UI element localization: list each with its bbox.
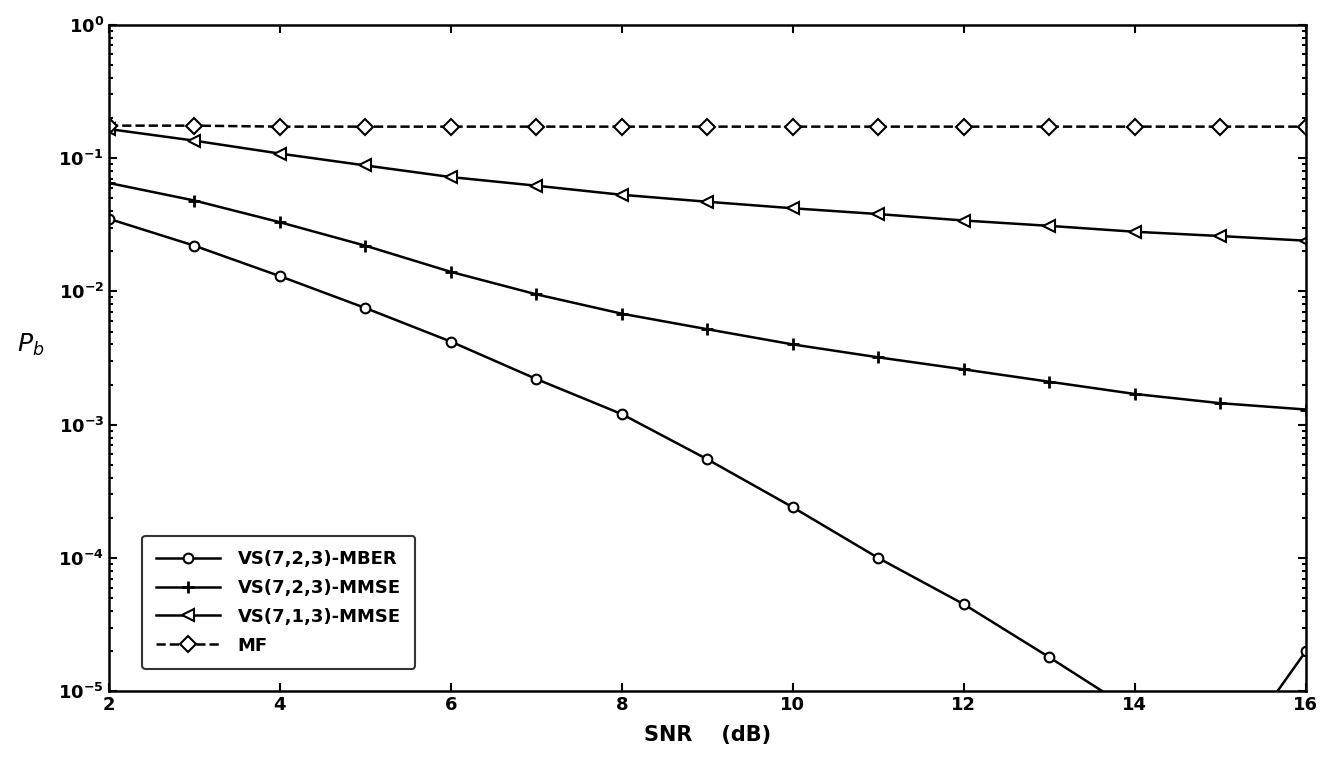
VS(7,2,3)-MMSE xyxy=(700,325,716,334)
VS(7,2,3)-MBER xyxy=(272,271,288,280)
MF xyxy=(785,122,801,131)
VS(7,2,3)-MMSE xyxy=(529,290,545,299)
VS(7,2,3)-MMSE xyxy=(785,340,801,349)
VS(7,2,3)-MBER xyxy=(700,455,716,464)
Line: VS(7,2,3)-MBER: VS(7,2,3)-MBER xyxy=(104,214,1311,762)
VS(7,1,3)-MMSE xyxy=(187,136,203,146)
X-axis label: SNR    (dB): SNR (dB) xyxy=(643,725,770,745)
VS(7,2,3)-MBER xyxy=(785,503,801,512)
VS(7,2,3)-MMSE xyxy=(1041,377,1057,386)
VS(7,2,3)-MBER xyxy=(358,303,374,312)
MF xyxy=(1298,122,1314,131)
MF xyxy=(272,122,288,131)
MF xyxy=(443,122,459,131)
VS(7,1,3)-MMSE xyxy=(956,216,972,225)
VS(7,1,3)-MMSE xyxy=(614,190,630,200)
VS(7,2,3)-MMSE xyxy=(272,218,288,227)
VS(7,2,3)-MMSE xyxy=(1298,405,1314,414)
MF xyxy=(187,121,203,130)
Line: MF: MF xyxy=(103,120,1311,132)
MF xyxy=(1127,122,1143,131)
VS(7,1,3)-MMSE xyxy=(1041,221,1057,230)
VS(7,2,3)-MMSE xyxy=(870,353,886,362)
Legend: VS(7,2,3)-MBER, VS(7,2,3)-MMSE, VS(7,1,3)-MMSE, MF: VS(7,2,3)-MBER, VS(7,2,3)-MMSE, VS(7,1,3… xyxy=(142,536,415,669)
VS(7,1,3)-MMSE xyxy=(1127,227,1143,236)
MF xyxy=(614,122,630,131)
MF xyxy=(101,121,117,130)
VS(7,2,3)-MBER xyxy=(1127,707,1143,716)
VS(7,2,3)-MMSE xyxy=(1127,389,1143,399)
VS(7,2,3)-MBER xyxy=(614,409,630,418)
VS(7,2,3)-MMSE xyxy=(101,178,117,187)
MF xyxy=(529,122,545,131)
VS(7,2,3)-MMSE xyxy=(1212,399,1228,408)
VS(7,1,3)-MMSE xyxy=(1212,232,1228,241)
VS(7,1,3)-MMSE xyxy=(700,197,716,207)
MF xyxy=(358,122,374,131)
VS(7,2,3)-MMSE xyxy=(443,267,459,277)
MF xyxy=(870,122,886,131)
VS(7,2,3)-MBER xyxy=(101,214,117,223)
VS(7,2,3)-MBER xyxy=(1041,653,1057,662)
VS(7,1,3)-MMSE xyxy=(358,161,374,170)
MF xyxy=(1212,122,1228,131)
MF xyxy=(700,122,716,131)
VS(7,2,3)-MMSE xyxy=(614,309,630,319)
VS(7,2,3)-MMSE xyxy=(187,196,203,205)
VS(7,2,3)-MMSE xyxy=(358,241,374,250)
Line: VS(7,1,3)-MMSE: VS(7,1,3)-MMSE xyxy=(103,123,1312,247)
VS(7,1,3)-MMSE xyxy=(443,172,459,181)
VS(7,2,3)-MBER xyxy=(529,374,545,383)
Y-axis label: $P_b$: $P_b$ xyxy=(16,331,44,358)
VS(7,2,3)-MBER xyxy=(870,553,886,562)
VS(7,1,3)-MMSE xyxy=(1298,236,1314,245)
VS(7,1,3)-MMSE xyxy=(785,203,801,213)
MF xyxy=(1041,122,1057,131)
Line: VS(7,2,3)-MMSE: VS(7,2,3)-MMSE xyxy=(103,177,1312,416)
VS(7,2,3)-MBER xyxy=(1298,647,1314,656)
VS(7,2,3)-MBER xyxy=(443,337,459,346)
VS(7,2,3)-MMSE xyxy=(956,365,972,374)
MF xyxy=(956,122,972,131)
VS(7,2,3)-MBER xyxy=(187,241,203,250)
VS(7,1,3)-MMSE xyxy=(272,149,288,158)
VS(7,1,3)-MMSE xyxy=(529,181,545,190)
VS(7,2,3)-MBER xyxy=(956,600,972,609)
VS(7,1,3)-MMSE xyxy=(101,124,117,133)
VS(7,1,3)-MMSE xyxy=(870,210,886,219)
